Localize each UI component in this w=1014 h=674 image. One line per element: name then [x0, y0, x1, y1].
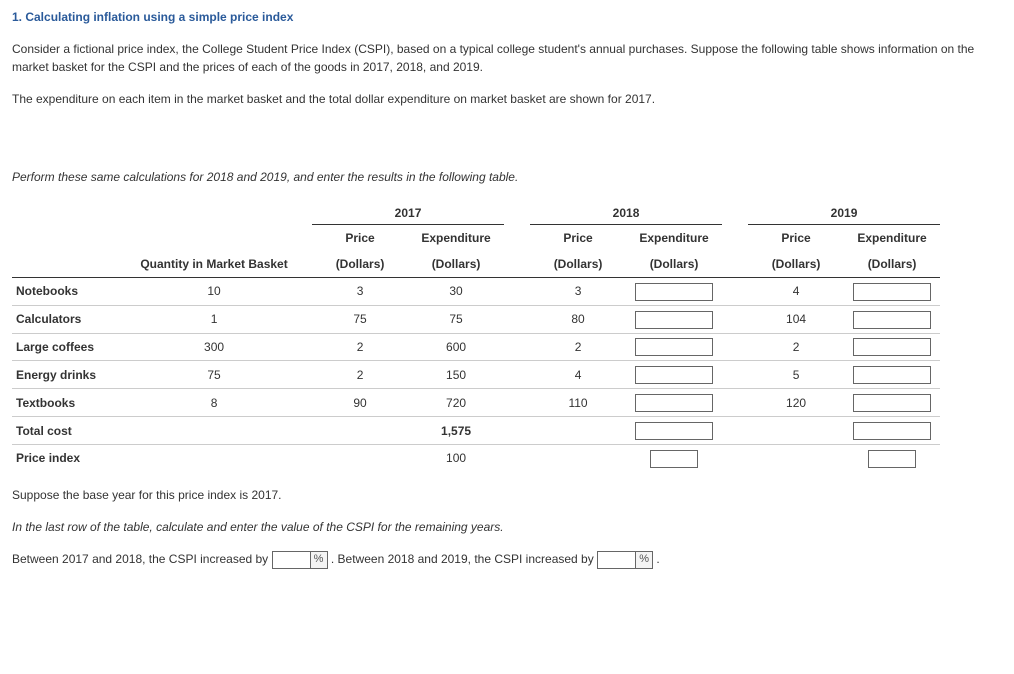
col-price-2019: Price — [748, 225, 844, 252]
input-e19-notebooks[interactable] — [853, 283, 931, 301]
cspi-table: 2017 2018 2019 Price Expenditure Price E… — [12, 200, 940, 472]
col-price-unit-2019: (Dollars) — [748, 251, 844, 278]
cell-p19: 4 — [748, 278, 844, 306]
cell-e17: 150 — [408, 361, 504, 389]
input-e18-calculators[interactable] — [635, 311, 713, 329]
col-exp-unit-2017: (Dollars) — [408, 251, 504, 278]
col-qty: Quantity in Market Basket — [116, 251, 312, 278]
table-row: Large coffees 300 2 600 2 2 — [12, 333, 940, 361]
pi-label: Price index — [12, 444, 116, 471]
input-total-e18[interactable] — [635, 422, 713, 440]
col-exp-unit-2018: (Dollars) — [626, 251, 722, 278]
input-pi-2019[interactable] — [868, 450, 916, 468]
input-e19-coffees[interactable] — [853, 338, 931, 356]
year-2018-header: 2018 — [530, 200, 722, 225]
row-label: Textbooks — [12, 389, 116, 417]
cell-qty: 300 — [116, 333, 312, 361]
instruction-paragraph: Perform these same calculations for 2018… — [12, 168, 1002, 186]
cell-p19: 2 — [748, 333, 844, 361]
input-increase-18-19[interactable] — [597, 551, 653, 569]
col-exp-2017: Expenditure — [408, 225, 504, 252]
q-text-a: Between 2017 and 2018, the CSPI increase… — [12, 552, 268, 566]
cell-e17: 75 — [408, 305, 504, 333]
q-text-b: . Between 2018 and 2019, the CSPI increa… — [331, 552, 594, 566]
table-row: Calculators 1 75 75 80 104 — [12, 305, 940, 333]
col-exp-unit-2019: (Dollars) — [844, 251, 940, 278]
input-e18-notebooks[interactable] — [635, 283, 713, 301]
input-e19-energy[interactable] — [853, 366, 931, 384]
input-e18-textbooks[interactable] — [635, 394, 713, 412]
row-label: Notebooks — [12, 278, 116, 306]
total-label: Total cost — [12, 417, 116, 445]
intro-paragraph-1: Consider a fictional price index, the Co… — [12, 40, 1002, 76]
input-total-e19[interactable] — [853, 422, 931, 440]
table-row: Textbooks 8 90 720 110 120 — [12, 389, 940, 417]
cell-p17: 90 — [312, 389, 408, 417]
input-e18-coffees[interactable] — [635, 338, 713, 356]
col-price-unit-2017: (Dollars) — [312, 251, 408, 278]
year-2019-header: 2019 — [748, 200, 940, 225]
increase-question-line: Between 2017 and 2018, the CSPI increase… — [12, 550, 1002, 569]
row-label: Calculators — [12, 305, 116, 333]
col-price-2017: Price — [312, 225, 408, 252]
cell-e17: 600 — [408, 333, 504, 361]
row-label: Large coffees — [12, 333, 116, 361]
cell-p18: 2 — [530, 333, 626, 361]
price-index-row: Price index 100 — [12, 444, 940, 471]
cell-qty: 1 — [116, 305, 312, 333]
year-2017-header: 2017 — [312, 200, 504, 225]
cell-p19: 104 — [748, 305, 844, 333]
q-text-c: . — [656, 552, 659, 566]
col-price-unit-2018: (Dollars) — [530, 251, 626, 278]
cell-qty: 75 — [116, 361, 312, 389]
base-year-note: Suppose the base year for this price ind… — [12, 486, 1002, 504]
input-increase-17-18[interactable] — [272, 551, 328, 569]
input-e18-energy[interactable] — [635, 366, 713, 384]
cell-e17: 720 — [408, 389, 504, 417]
cell-qty: 10 — [116, 278, 312, 306]
table-row: Notebooks 10 3 30 3 4 — [12, 278, 940, 306]
input-e19-calculators[interactable] — [853, 311, 931, 329]
total-e17: 1,575 — [408, 417, 504, 445]
cell-qty: 8 — [116, 389, 312, 417]
row-label: Energy drinks — [12, 361, 116, 389]
col-exp-2018: Expenditure — [626, 225, 722, 252]
intro-paragraph-2: The expenditure on each item in the mark… — [12, 90, 1002, 108]
cell-p18: 4 — [530, 361, 626, 389]
input-pi-2018[interactable] — [650, 450, 698, 468]
total-row: Total cost 1,575 — [12, 417, 940, 445]
cell-p19: 120 — [748, 389, 844, 417]
table-row: Energy drinks 75 2 150 4 5 — [12, 361, 940, 389]
cell-p18: 80 — [530, 305, 626, 333]
cell-p17: 75 — [312, 305, 408, 333]
cell-p18: 3 — [530, 278, 626, 306]
cell-p19: 5 — [748, 361, 844, 389]
pi-e17: 100 — [408, 444, 504, 471]
col-exp-2019: Expenditure — [844, 225, 940, 252]
cell-p17: 2 — [312, 333, 408, 361]
cell-e17: 30 — [408, 278, 504, 306]
cell-p18: 110 — [530, 389, 626, 417]
col-price-2018: Price — [530, 225, 626, 252]
cell-p17: 3 — [312, 278, 408, 306]
cell-p17: 2 — [312, 361, 408, 389]
input-e19-textbooks[interactable] — [853, 394, 931, 412]
cspi-instruction: In the last row of the table, calculate … — [12, 518, 1002, 536]
question-heading: 1. Calculating inflation using a simple … — [12, 8, 1002, 26]
